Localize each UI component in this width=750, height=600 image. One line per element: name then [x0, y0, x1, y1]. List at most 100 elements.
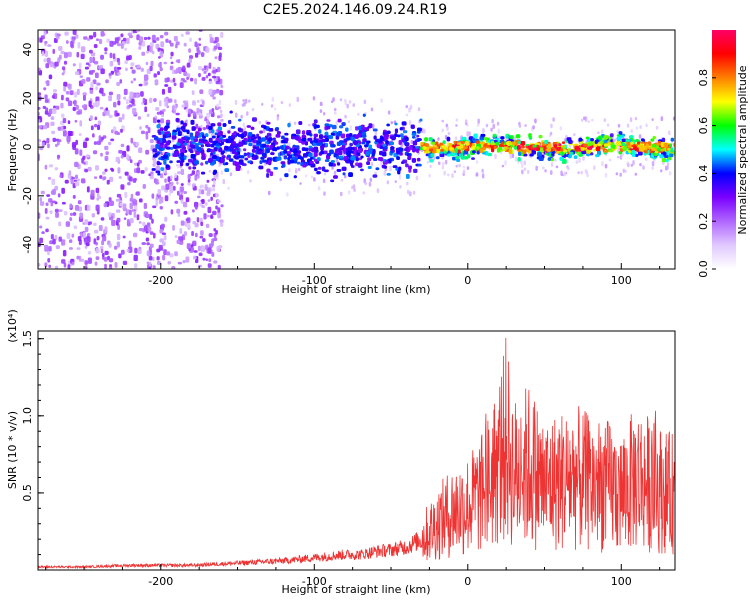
heatmap-cell — [394, 128, 399, 134]
heatmap-cell — [52, 238, 56, 245]
heatmap-cell — [560, 151, 564, 156]
heatmap-cell — [58, 221, 62, 227]
heatmap-cell — [645, 143, 649, 148]
heatmap-cell — [87, 236, 91, 243]
heatmap-cell — [61, 72, 65, 76]
heatmap-cell — [96, 100, 100, 107]
heatmap-cell — [313, 146, 319, 152]
heatmap-cell — [601, 129, 604, 135]
heatmap-cell — [235, 112, 238, 118]
heatmap-cell — [398, 166, 402, 171]
heatmap-cell — [185, 256, 190, 263]
heatmap-cell — [100, 54, 104, 60]
heatmap-cell — [363, 99, 367, 105]
heatmap-cell — [400, 133, 404, 138]
heatmap-cell — [105, 109, 110, 116]
colorbar-ticks: 0.00.20.40.60.8 — [697, 69, 716, 278]
heatmap-cell — [247, 139, 252, 143]
heatmap-cell — [183, 71, 188, 77]
heatmap-cell — [174, 200, 179, 204]
heatmap-cell — [206, 179, 210, 183]
heatmap-cell — [118, 117, 123, 123]
heatmap-cell — [124, 47, 127, 51]
heatmap-cell — [521, 163, 524, 168]
heatmap-cell — [100, 217, 105, 221]
heatmap-cell — [100, 152, 103, 157]
colorbar-tick-label: 0.8 — [697, 69, 710, 87]
heatmap-cell — [136, 167, 141, 174]
heatmap-cell — [240, 114, 243, 119]
heatmap-cell — [97, 120, 102, 126]
heatmap-cell — [608, 149, 614, 153]
heatmap-cell — [135, 142, 140, 147]
heatmap-cell — [513, 136, 516, 141]
heatmap-cell — [186, 76, 190, 81]
heatmap-cell — [495, 141, 500, 146]
heatmap-cell — [330, 143, 335, 148]
heatmap-cell — [357, 148, 363, 153]
heatmap-cell — [251, 136, 257, 140]
heatmap-cell — [594, 139, 598, 145]
heatmap-cell — [104, 168, 108, 173]
heatmap-cell — [85, 154, 90, 158]
heatmap-cell — [476, 140, 480, 145]
snr-y-multiplier: (x10⁴) — [6, 309, 19, 343]
heatmap-cell — [125, 99, 129, 105]
heatmap-cell — [122, 203, 127, 210]
heatmap-cell — [342, 172, 346, 176]
heatmap-cell — [47, 143, 50, 149]
heatmap-cell — [46, 57, 51, 63]
heatmap-cell — [63, 60, 68, 65]
heatmap-cell — [95, 248, 100, 254]
heatmap-cell — [46, 80, 50, 87]
heatmap-cell — [133, 112, 138, 115]
heatmap-cell — [626, 123, 630, 128]
heatmap-cell — [187, 108, 192, 115]
heatmap-cell — [98, 135, 102, 142]
colorbar-tick-label: 0.0 — [697, 260, 710, 278]
heatmap-cell — [323, 172, 327, 176]
heatmap-cell — [87, 166, 92, 172]
heatmap-cell — [505, 141, 510, 146]
heatmap-cell — [188, 248, 192, 252]
heatmap-cell — [573, 133, 576, 137]
heatmap-cell — [609, 133, 614, 138]
heatmap-cell — [147, 127, 151, 134]
heatmap-cell — [220, 31, 224, 38]
heatmap-cell — [276, 131, 281, 135]
heatmap-cell — [51, 178, 56, 186]
heatmap-cell — [349, 125, 353, 131]
heatmap-cell — [577, 171, 580, 175]
heatmap-cell — [63, 52, 68, 59]
heatmap-cell — [309, 160, 314, 165]
heatmap-cell — [50, 234, 54, 240]
heatmap-cell — [668, 143, 673, 148]
heatmap-cell — [257, 150, 263, 155]
heatmap-cell — [341, 122, 346, 127]
heatmap-cell — [225, 162, 229, 166]
heatmap-cell — [603, 118, 607, 123]
heatmap-cell — [465, 140, 469, 146]
heatmap-cell — [531, 149, 536, 155]
heatmap-cell — [593, 148, 597, 152]
heatmap-cell — [38, 69, 43, 76]
heatmap-cell — [413, 168, 418, 174]
heatmap-cell — [208, 137, 213, 143]
heatmap-cell — [177, 190, 180, 196]
heatmap-cell — [364, 181, 367, 186]
heatmap-cell — [410, 139, 414, 144]
heatmap-cell — [127, 182, 131, 186]
heatmap-cell — [597, 143, 602, 147]
heatmap-cell — [75, 104, 79, 110]
heatmap-cell — [333, 170, 337, 175]
heatmap-cell — [128, 104, 133, 108]
heatmap-cell — [103, 256, 108, 262]
heatmap-cell — [156, 256, 160, 261]
heatmap-cell — [244, 157, 249, 161]
heatmap-cell — [441, 128, 444, 133]
heatmap-cell — [164, 131, 169, 135]
heatmap-cell — [345, 127, 349, 132]
heatmap-cell — [72, 194, 76, 199]
heatmap-cell — [109, 52, 113, 59]
heatmap-cell — [362, 113, 366, 117]
